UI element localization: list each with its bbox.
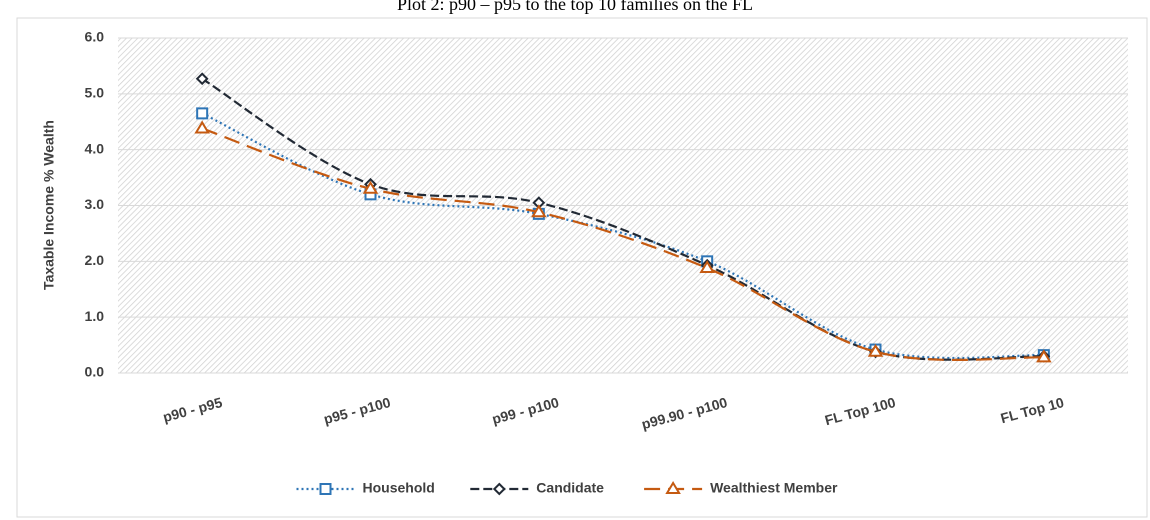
y-tick-label: 0.0 [85,364,105,380]
point [195,72,209,86]
y-tick-label: 5.0 [85,85,105,101]
y-tick-label: 2.0 [85,252,105,268]
y-tick-label: 6.0 [85,29,105,45]
series-line [201,127,1044,362]
point [194,120,210,134]
chart-title: Plot 2: p90 – p95 to the top 10 families… [397,0,753,14]
legend-label: Candidate [536,480,604,496]
point [531,204,547,218]
point [196,107,209,120]
y-tick-label: 1.0 [85,308,105,324]
y-axis-label: Taxable Income % Wealth [41,120,57,290]
legend-label: Household [363,480,435,496]
legend-marker [492,482,506,496]
legend-marker [665,481,681,494]
point [362,180,379,194]
point [867,343,884,357]
y-tick-label: 4.0 [85,140,105,156]
legend-marker [319,483,332,495]
point [1036,349,1052,363]
point [699,260,715,274]
legend-label: Wealthiest Member [710,480,838,496]
y-tick-label: 3.0 [85,196,105,212]
